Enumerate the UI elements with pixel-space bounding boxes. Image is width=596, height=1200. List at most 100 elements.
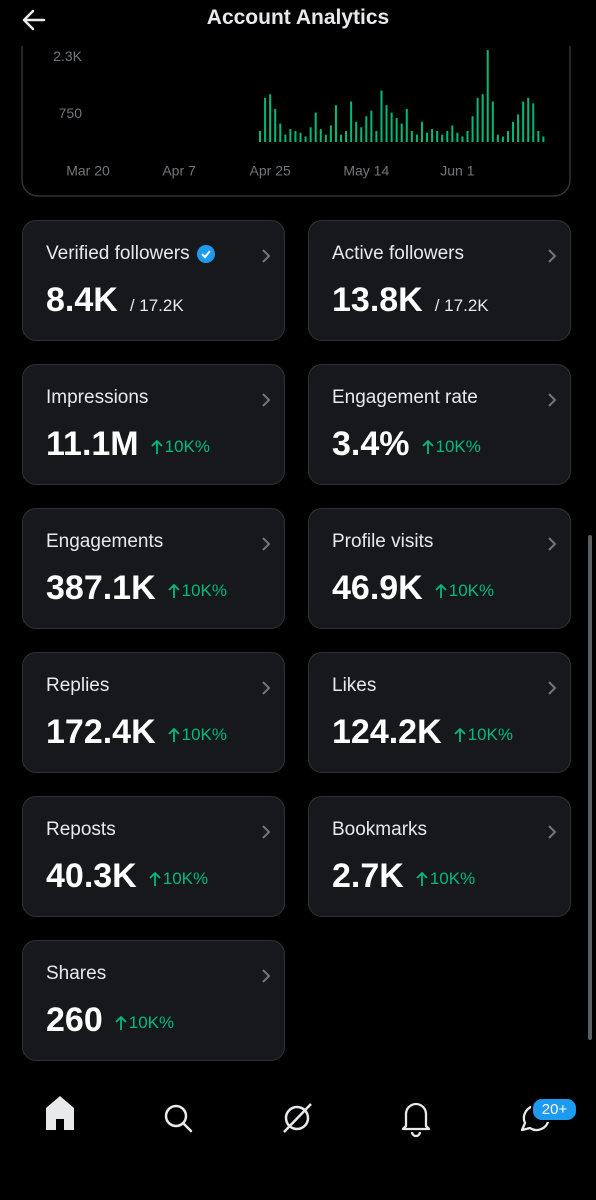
metric-card[interactable]: Engagement rate 3.4% 10K% (308, 364, 571, 485)
card-change: 10K% (128, 1013, 175, 1032)
card-change-row: 10K% (454, 725, 513, 745)
header: Account Analytics (0, 0, 596, 46)
bar (314, 112, 317, 142)
bar (340, 134, 342, 142)
card-change-row: 10K% (150, 437, 210, 457)
up-arrow (150, 439, 163, 454)
card-value: 2.7K (332, 857, 404, 895)
bar (481, 94, 484, 142)
card-value: 3.4% (332, 425, 410, 463)
card-value-row: 387.1K 10K% (46, 569, 227, 608)
card-value: 8.4K (46, 281, 118, 319)
bar (365, 116, 368, 142)
bar (420, 121, 423, 142)
card-change-row: 10K% (168, 581, 227, 601)
bar (542, 136, 545, 142)
card-value-row: 8.4K / 17.2K (46, 281, 184, 320)
card-value-row: 46.9K 10K% (332, 569, 494, 608)
card-value-row: 124.2K 10K% (332, 713, 513, 752)
up-arrow (115, 1015, 127, 1030)
bar (471, 116, 474, 142)
bar (415, 134, 418, 142)
chevron (262, 537, 271, 551)
bar (466, 130, 469, 142)
x-tick-label: May 14 (343, 163, 389, 179)
metric-card[interactable]: Impressions 11.1M 10K% (22, 364, 285, 485)
bar (532, 103, 535, 142)
metric-card[interactable]: Likes 124.2K 10K% (308, 652, 571, 773)
card-change-row: 10K% (421, 437, 481, 457)
card-change: 10K% (181, 581, 228, 600)
up-arrow (416, 871, 428, 886)
metric-card[interactable]: Verified followers 8.4K / 17.2K (22, 220, 285, 341)
card-label-row: Reposts (46, 819, 116, 841)
back-button[interactable] (20, 6, 50, 36)
card-value-row: 3.4% 10K% (332, 425, 481, 464)
bar (294, 130, 297, 142)
metric-card[interactable]: Shares 260 10K% (22, 940, 285, 1061)
card-label-row: Likes (332, 675, 376, 697)
bar (355, 121, 358, 142)
notifications-icon[interactable] (401, 1102, 431, 1138)
card-value: 387.1K (46, 569, 156, 607)
search-icon[interactable] (164, 1104, 193, 1133)
card-value: 13.8K (332, 281, 423, 319)
y-tick-label: 750 (59, 105, 83, 121)
card-value: 172.4K (46, 713, 156, 751)
bar (496, 134, 499, 142)
card-change-row: 10K% (435, 581, 494, 601)
metric-card[interactable]: Reposts 40.3K 10K% (22, 796, 285, 917)
metric-card[interactable]: Bookmarks 2.7K 10K% (308, 796, 571, 917)
metric-card[interactable]: Engagements 387.1K 10K% (22, 508, 285, 629)
card-change: 10K% (164, 437, 210, 456)
card-change: 10K% (162, 869, 209, 888)
card-label-row: Profile visits (332, 531, 433, 553)
card-label-row: Impressions (46, 387, 148, 409)
metric-card[interactable]: Profile visits 46.9K 10K% (308, 508, 571, 629)
bar (486, 50, 489, 142)
bar (446, 130, 449, 142)
up-arrow (421, 439, 434, 454)
bar (431, 129, 434, 142)
bar (410, 130, 413, 142)
bar (264, 97, 267, 142)
bar (537, 130, 540, 142)
chevron (548, 537, 557, 551)
bar (329, 125, 332, 142)
card-value: 11.1M (46, 425, 139, 463)
home-icon[interactable] (46, 1096, 74, 1130)
card-label-row: Shares (46, 963, 106, 985)
bar (319, 129, 322, 142)
bottom-nav (46, 1096, 550, 1138)
up-arrow (168, 727, 180, 742)
card-change-row: 10K% (416, 869, 475, 889)
bar (527, 97, 530, 142)
bar (370, 110, 373, 142)
card-change: 10K% (448, 581, 495, 600)
bar (380, 90, 383, 142)
card-total: / 17.2K (129, 296, 184, 315)
grok-icon[interactable] (283, 1103, 312, 1133)
bar (522, 101, 525, 142)
metric-card[interactable]: Replies 172.4K 10K% (22, 652, 285, 773)
card-label-row: Active followers (332, 243, 464, 265)
card-label-row: Replies (46, 675, 109, 697)
chevron (262, 969, 271, 983)
card-label: Replies (46, 675, 110, 696)
card-label: Verified followers (46, 243, 190, 264)
card-value-row: 260 10K% (46, 1001, 174, 1040)
card-value: 46.9K (332, 569, 423, 607)
card-total: / 17.2K (434, 296, 489, 315)
card-value: 40.3K (46, 857, 137, 895)
card-label-row: Engagement rate (332, 387, 478, 409)
bar (491, 101, 494, 142)
chart-card (21, 0, 571, 197)
metric-card[interactable]: Active followers 13.8K / 17.2K (308, 220, 571, 341)
up-arrow (454, 727, 466, 742)
bar (334, 105, 337, 142)
card-label-row: Bookmarks (332, 819, 427, 841)
page-title: Account Analytics (206, 6, 390, 29)
card-label-row: Engagements (46, 531, 163, 553)
x-tick-label: Apr 25 (250, 163, 291, 179)
